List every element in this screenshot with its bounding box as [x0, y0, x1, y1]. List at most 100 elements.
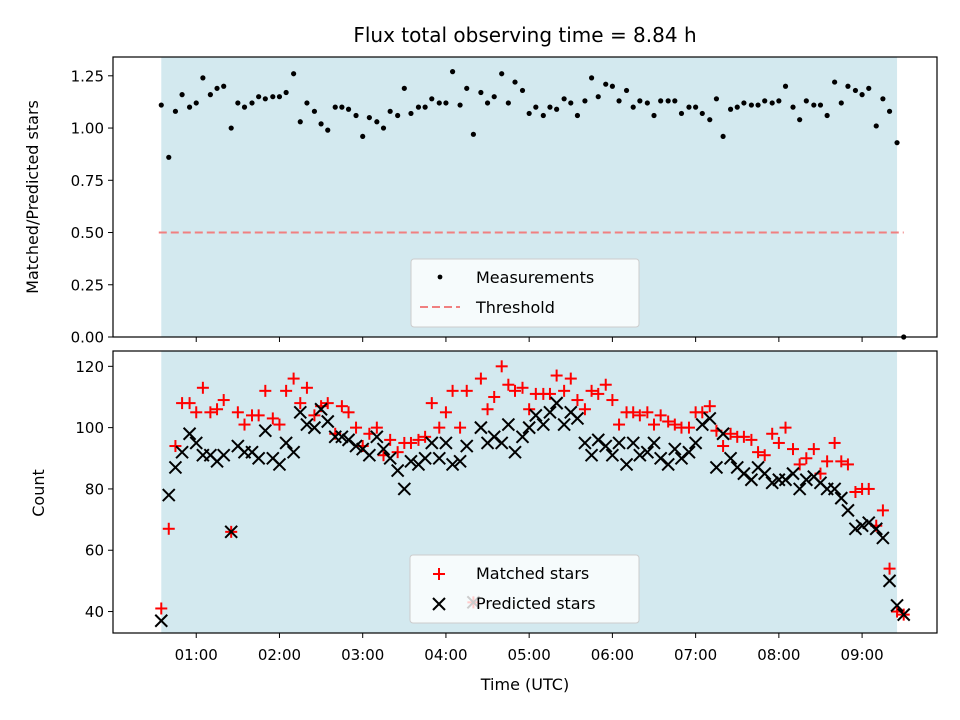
predicted-star-point: [599, 439, 613, 453]
measurement-point: [762, 98, 768, 104]
measurement-point: [478, 89, 484, 96]
measurement-point: [776, 98, 782, 104]
measurement-point: [221, 83, 227, 89]
measurement-point: [720, 133, 726, 140]
matched-star-point: [821, 455, 834, 468]
matched-star-point: [419, 430, 432, 443]
measurement-point: [387, 108, 393, 114]
predicted-star-point: [869, 522, 883, 536]
predicted-star-point: [799, 473, 814, 487]
bottom-y-tick-label: 120: [75, 358, 104, 376]
measurement-point: [193, 100, 199, 106]
measurement-point: [457, 102, 463, 108]
top-y-tick-label: 0.75: [71, 172, 104, 190]
bottom-panel: 40 60 80 100 120 01:00 02:00 03:00 04:00 05:00 06:…: [29, 350, 938, 694]
measurement-point: [554, 106, 560, 112]
top-y-tick-label: 0.50: [71, 224, 104, 242]
predicted-star-point: [876, 531, 890, 545]
predicted-star-point: [682, 445, 696, 459]
matched-star-point: [668, 418, 681, 431]
matched-star-point: [460, 384, 473, 397]
measurement-point: [436, 100, 442, 106]
predicted-star-point: [474, 420, 488, 435]
predicted-star-point: [744, 473, 759, 487]
predicted-star-point: [515, 430, 530, 444]
matched-star-point: [876, 504, 889, 517]
predicted-star-point: [162, 488, 176, 502]
matched-star-point: [280, 384, 293, 397]
predicted-star-point: [216, 448, 231, 462]
measurement-point: [678, 110, 685, 117]
measurement-point: [291, 71, 297, 77]
bottom-y-tick-label: 100: [75, 419, 104, 437]
predicted-star-point: [349, 439, 363, 453]
measurement-point: [790, 104, 796, 110]
predicted-star-point: [570, 411, 585, 426]
matched-star-point: [259, 384, 272, 397]
matched-star-point: [433, 421, 446, 434]
measurement-point: [769, 100, 775, 106]
matched-star-point: [155, 602, 168, 615]
measurement-point: [886, 108, 893, 114]
measurement-point: [408, 110, 414, 117]
measurement-point: [644, 100, 650, 106]
top-chart-title: Flux total observing time = 8.84 h: [353, 23, 696, 47]
predicted-star-point: [668, 442, 682, 456]
predicted-star-point: [307, 420, 322, 435]
matched-star-point: [384, 433, 397, 446]
measurement-point: [519, 87, 526, 94]
predicted-star-point: [182, 427, 197, 441]
predicted-star-point: [314, 402, 328, 416]
measurement-point: [484, 100, 491, 106]
measurement-point: [395, 112, 401, 119]
top-legend-box: [410, 258, 640, 328]
measurement-point: [574, 112, 581, 119]
predicted-star-point: [432, 451, 446, 465]
predicted-star-point: [584, 448, 599, 462]
predicted-star-point: [890, 598, 904, 613]
predicted-star-point: [286, 445, 301, 459]
matched-star-point: [412, 433, 425, 446]
measurement-point: [241, 104, 248, 110]
matched-star-point: [300, 381, 313, 394]
predicted-star-point: [578, 436, 592, 450]
predicted-star-point: [703, 411, 717, 426]
bottom-x-tick-label: 09:00: [840, 646, 883, 664]
predicted-star-point: [335, 430, 349, 444]
measurement-point: [603, 81, 609, 87]
predicted-star-point: [404, 454, 418, 469]
predicted-star-point: [522, 420, 536, 435]
measurement-point: [470, 131, 476, 137]
measurement-point: [873, 123, 879, 129]
predicted-star-point: [529, 408, 543, 423]
matched-star-point: [772, 436, 785, 449]
matched-star-point: [633, 409, 646, 422]
measurement-point: [852, 87, 859, 94]
predicted-star-point: [501, 417, 516, 432]
measurement-point: [311, 108, 318, 114]
measurement-point: [332, 104, 338, 110]
predicted-star-point: [549, 396, 564, 410]
matched-star-point: [543, 387, 556, 400]
measurement-point: [276, 94, 283, 100]
matched-star-point: [204, 406, 217, 419]
measurement-point: [734, 104, 740, 110]
measurement-point: [325, 127, 331, 133]
measurement-point: [345, 106, 352, 112]
measurement-point: [304, 100, 310, 106]
top-plot-frame: [112, 56, 938, 338]
measurement-point: [318, 121, 324, 127]
matched-star-point: [724, 427, 737, 440]
measurement-point: [491, 94, 497, 100]
matched-star-point: [592, 387, 605, 400]
measurement-point: [464, 85, 470, 91]
measurement-point: [582, 98, 588, 104]
matched-star-point: [648, 418, 661, 431]
predicted-star-point: [786, 466, 800, 481]
predicted-star-point: [709, 460, 724, 475]
matched-star-point: [862, 482, 875, 495]
measurement-point: [824, 112, 830, 119]
measurement-point: [588, 75, 595, 81]
matched-star-point: [162, 522, 175, 535]
matched-star-point: [481, 403, 494, 416]
